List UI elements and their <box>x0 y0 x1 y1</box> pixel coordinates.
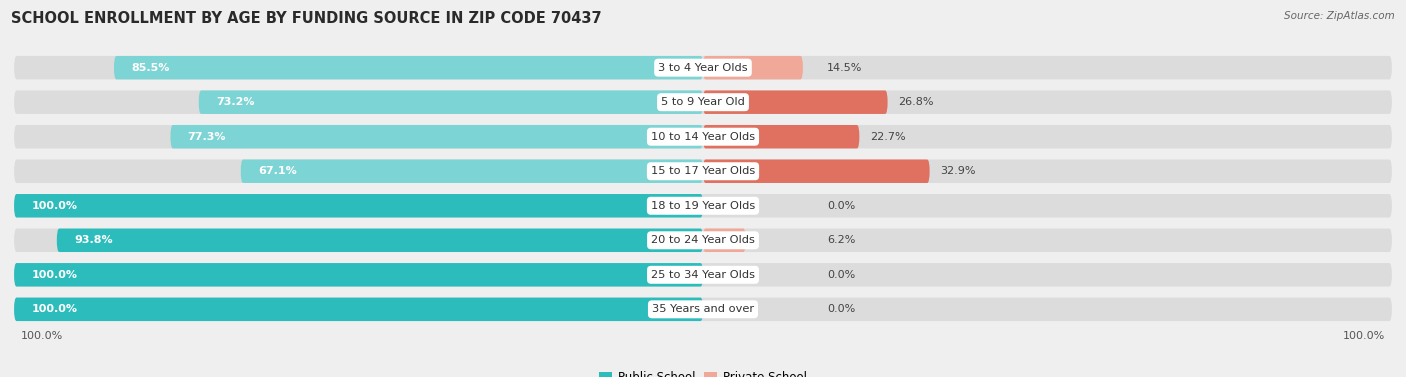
Text: 18 to 19 Year Olds: 18 to 19 Year Olds <box>651 201 755 211</box>
Text: 15 to 17 Year Olds: 15 to 17 Year Olds <box>651 166 755 176</box>
FancyBboxPatch shape <box>198 90 703 114</box>
Text: 0.0%: 0.0% <box>827 270 855 280</box>
Text: 0.0%: 0.0% <box>827 304 855 314</box>
FancyBboxPatch shape <box>703 125 859 149</box>
FancyBboxPatch shape <box>14 297 703 321</box>
Text: 85.5%: 85.5% <box>131 63 170 73</box>
Legend: Public School, Private School: Public School, Private School <box>593 366 813 377</box>
Text: 67.1%: 67.1% <box>257 166 297 176</box>
Text: 100.0%: 100.0% <box>1343 331 1385 341</box>
Text: 0.0%: 0.0% <box>827 201 855 211</box>
FancyBboxPatch shape <box>14 125 1392 149</box>
Text: 25 to 34 Year Olds: 25 to 34 Year Olds <box>651 270 755 280</box>
FancyBboxPatch shape <box>14 159 1392 183</box>
FancyBboxPatch shape <box>14 263 703 287</box>
FancyBboxPatch shape <box>703 228 745 252</box>
Text: 6.2%: 6.2% <box>827 235 855 245</box>
FancyBboxPatch shape <box>703 159 929 183</box>
Text: 22.7%: 22.7% <box>870 132 905 142</box>
FancyBboxPatch shape <box>703 90 887 114</box>
FancyBboxPatch shape <box>240 159 703 183</box>
FancyBboxPatch shape <box>170 125 703 149</box>
Text: 100.0%: 100.0% <box>31 201 77 211</box>
FancyBboxPatch shape <box>14 297 1392 321</box>
Text: 100.0%: 100.0% <box>31 270 77 280</box>
Text: 20 to 24 Year Olds: 20 to 24 Year Olds <box>651 235 755 245</box>
FancyBboxPatch shape <box>703 56 803 80</box>
Text: 73.2%: 73.2% <box>217 97 254 107</box>
Text: 77.3%: 77.3% <box>187 132 226 142</box>
Text: 100.0%: 100.0% <box>31 304 77 314</box>
FancyBboxPatch shape <box>14 228 1392 252</box>
Text: Source: ZipAtlas.com: Source: ZipAtlas.com <box>1284 11 1395 21</box>
Text: 3 to 4 Year Olds: 3 to 4 Year Olds <box>658 63 748 73</box>
FancyBboxPatch shape <box>14 56 1392 80</box>
Text: 35 Years and over: 35 Years and over <box>652 304 754 314</box>
Text: 32.9%: 32.9% <box>941 166 976 176</box>
FancyBboxPatch shape <box>14 90 1392 114</box>
FancyBboxPatch shape <box>14 194 1392 218</box>
FancyBboxPatch shape <box>114 56 703 80</box>
FancyBboxPatch shape <box>56 228 703 252</box>
Text: 10 to 14 Year Olds: 10 to 14 Year Olds <box>651 132 755 142</box>
Text: 5 to 9 Year Old: 5 to 9 Year Old <box>661 97 745 107</box>
Text: SCHOOL ENROLLMENT BY AGE BY FUNDING SOURCE IN ZIP CODE 70437: SCHOOL ENROLLMENT BY AGE BY FUNDING SOUR… <box>11 11 602 26</box>
Text: 100.0%: 100.0% <box>21 331 63 341</box>
FancyBboxPatch shape <box>14 194 703 218</box>
Text: 26.8%: 26.8% <box>898 97 934 107</box>
Text: 14.5%: 14.5% <box>827 63 862 73</box>
FancyBboxPatch shape <box>14 263 1392 287</box>
Text: 93.8%: 93.8% <box>75 235 112 245</box>
